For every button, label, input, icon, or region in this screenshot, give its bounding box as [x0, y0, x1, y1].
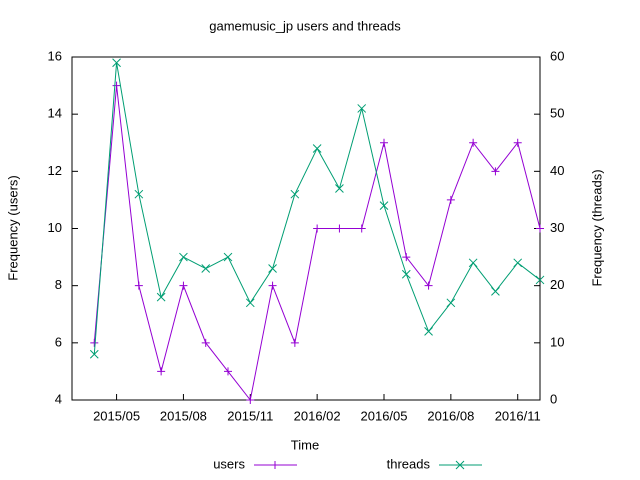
y2-tick-label: 10 [550, 334, 564, 349]
point [179, 281, 188, 290]
legend-marker [271, 461, 279, 469]
point [424, 327, 433, 336]
y-tick-label: 4 [55, 391, 62, 406]
point [134, 281, 143, 290]
y-tick-label: 14 [48, 106, 62, 121]
point [491, 167, 500, 176]
point [513, 138, 522, 147]
point [268, 281, 277, 290]
x-tick-label: 2016/08 [427, 408, 474, 423]
legend-marker [455, 460, 465, 470]
point [335, 224, 344, 233]
x-tick-label: 2015/11 [227, 408, 273, 423]
y-tick-label: 6 [55, 334, 62, 349]
x-tick-label: 2016/11 [495, 408, 541, 423]
series-line [93, 62, 541, 355]
point [536, 224, 544, 233]
point [469, 138, 478, 147]
y2-tick-label: 30 [550, 220, 564, 235]
point [313, 224, 322, 233]
point [90, 338, 99, 347]
point [379, 201, 389, 210]
point [424, 281, 433, 290]
point [468, 258, 478, 268]
x-tick-label: 2015/05 [93, 408, 140, 423]
point [179, 252, 188, 262]
point [245, 298, 255, 308]
point [223, 252, 233, 262]
point [201, 264, 211, 273]
point [513, 258, 523, 268]
point [157, 367, 166, 376]
y2-axis-label: Frequency (threads) [589, 169, 604, 286]
x-tick-label: 2016/05 [361, 408, 408, 423]
point [357, 224, 366, 233]
series-line [93, 85, 541, 402]
x-axis-label: Time [291, 437, 319, 452]
point [446, 298, 456, 308]
y2-tick-label: 20 [550, 277, 564, 292]
point [268, 264, 277, 273]
point [312, 144, 322, 153]
point [290, 189, 300, 199]
y-tick-label: 10 [48, 220, 62, 235]
y-tick-label: 8 [55, 277, 62, 292]
x-tick-label: 2016/02 [294, 408, 341, 423]
legend-label: users [213, 456, 245, 471]
point [401, 269, 411, 279]
point [290, 338, 299, 347]
x-tick-label: 2015/08 [160, 408, 207, 423]
y2-tick-label: 60 [550, 48, 564, 63]
point [335, 184, 344, 193]
point [224, 367, 232, 376]
legend-label: threads [387, 456, 431, 471]
point [446, 195, 455, 204]
point [112, 58, 121, 68]
y-axis-label: Frequency (users) [5, 175, 20, 280]
point [357, 104, 367, 113]
point [112, 81, 121, 90]
point [201, 338, 210, 347]
y2-tick-label: 50 [550, 106, 564, 121]
point [380, 138, 388, 147]
plot-frame [71, 56, 541, 401]
point [246, 396, 255, 404]
y2-tick-label: 0 [550, 391, 557, 406]
y-tick-label: 16 [48, 48, 62, 63]
point [535, 275, 545, 285]
point [89, 349, 99, 359]
chart-title: gamemusic_jp users and threads [209, 18, 401, 33]
point [134, 189, 144, 199]
y2-tick-label: 40 [550, 163, 564, 178]
point [156, 292, 166, 302]
point [491, 287, 500, 296]
y-tick-label: 12 [48, 163, 62, 178]
point [402, 253, 411, 262]
